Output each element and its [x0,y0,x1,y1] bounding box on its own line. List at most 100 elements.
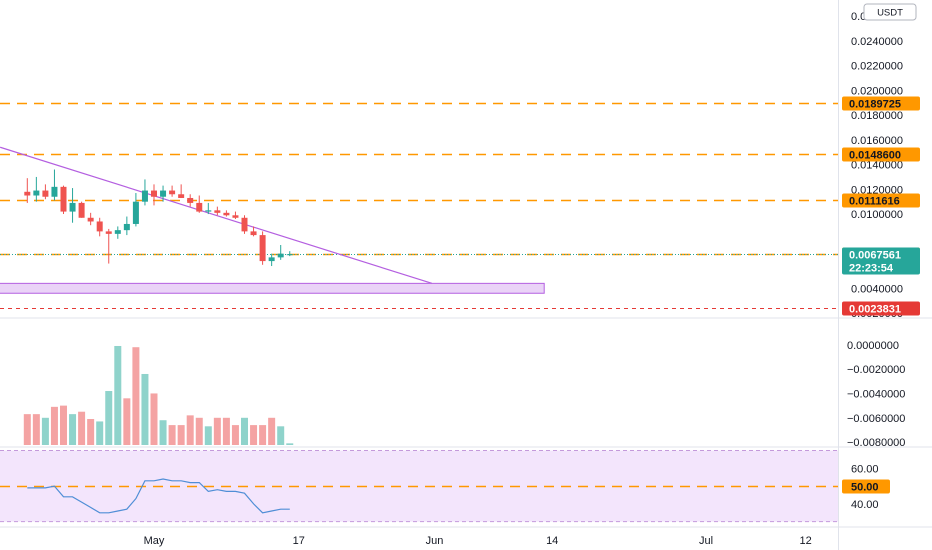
last-price-value: 0.0067561 [849,250,901,262]
candle-body [33,190,40,196]
volume-bar [213,417,221,445]
candle-body [286,254,293,256]
candle-body [96,221,103,232]
candlestick-series [24,169,293,267]
candle-body [123,223,130,231]
volume-bar [168,425,176,445]
candle-body [214,210,221,213]
candle-body [105,231,112,234]
date-tick-label: Jul [699,535,713,547]
volume-bar [78,411,86,445]
volume-bar [195,417,203,445]
volume-bar [177,425,185,445]
candle-body [178,194,185,198]
price-tick-label: 0.0040000 [851,283,903,295]
candle-body [241,217,248,232]
rsi-level-tag: 50.00 [842,479,890,494]
candle-body [169,190,176,195]
candle-body [160,190,167,197]
candle-body [223,212,230,216]
date-tick-label: 14 [546,535,558,547]
volume-bar [268,417,276,445]
candle-body [277,253,284,258]
level-tag-value: 0.0148600 [849,150,901,162]
rsi-line [27,478,290,514]
volume-bar [159,420,167,445]
volume-bar [277,426,285,445]
rsi-tick-label: 40.00 [851,499,879,511]
price-tick-label: 0.0200000 [851,85,903,97]
level-tag-bg [842,96,920,111]
candle-body [250,231,257,236]
volume-bar [60,405,67,445]
candle-body [187,197,194,203]
volume-bar [123,398,131,445]
currency-label: USDT [877,8,903,19]
last-price-tag: 0.0067561 22:23:54 [842,247,920,275]
volume-tick-label: −0.0080000 [847,437,905,449]
volume-bar [23,414,31,445]
volume-pane[interactable] [23,345,294,445]
volume-axis[interactable]: 0.0000000 −0.0020000 −0.0040000 −0.0060000 −… [847,340,905,449]
level-tag-bg [842,147,920,162]
volume-bar [241,417,248,445]
price-tick-label: 0.0180000 [851,110,903,122]
price-tick-label: 0.0240000 [851,36,903,48]
volume-bar [105,391,113,445]
volume-bar [150,393,158,445]
price-tick-label: 0.0100000 [851,209,903,221]
descending-trendline[interactable] [0,146,433,284]
rsi-level-value: 50.00 [851,482,879,494]
level-tag-value: 0.0023831 [849,304,901,316]
candle-body [69,202,76,212]
support-zone[interactable] [0,282,545,294]
volume-bar [186,415,194,445]
volume-tick-label: −0.0020000 [847,364,905,376]
rsi-axis[interactable]: 60.00 40.00 [851,463,879,511]
volume-bar [204,426,212,445]
candle-body [114,230,121,234]
volume-bar [259,425,267,445]
price-tick-label: 0.0140000 [851,160,903,172]
price-levels [0,102,838,309]
candle-body [132,201,139,224]
volume-bar [87,419,95,445]
price-pane[interactable] [0,102,838,309]
volume-bar [286,443,294,445]
candle-body [259,235,266,262]
price-tick-label: 0.0220000 [851,61,903,73]
volume-bar [69,414,77,445]
volume-bar [132,347,140,445]
date-tick-label: 17 [293,535,305,547]
date-tick-label: 12 [799,535,811,547]
candle-body [51,186,58,197]
time-axis[interactable]: May 17 Jun 14 Jul 12 [144,535,812,547]
volume-tick-label: 0.0000000 [847,340,899,352]
candle-body [268,257,275,262]
level-tag-bg [842,301,920,316]
candle-body [196,202,203,212]
candle-body [42,190,49,197]
volume-bar [141,373,149,445]
currency-badge[interactable]: USDT [863,3,917,21]
date-tick-label: Jun [426,535,444,547]
volume-bar [41,417,49,445]
candle-body [141,190,148,202]
rsi-pane[interactable] [0,450,838,523]
candle-body [232,215,239,218]
price-tick-label: 0.0160000 [851,135,903,147]
rsi-tick-label: 60.00 [851,463,879,475]
volume-bar [50,406,58,445]
candle-body [24,191,31,196]
volume-bar [250,425,258,445]
candle-body [205,210,212,212]
candle-body [87,217,94,222]
volume-bar [114,345,122,445]
level-tag-value: 0.0189725 [849,99,901,111]
date-tick-label: May [144,535,165,547]
volume-series [23,345,294,445]
candle-body [60,186,67,212]
volume-tick-label: −0.0060000 [847,413,905,425]
